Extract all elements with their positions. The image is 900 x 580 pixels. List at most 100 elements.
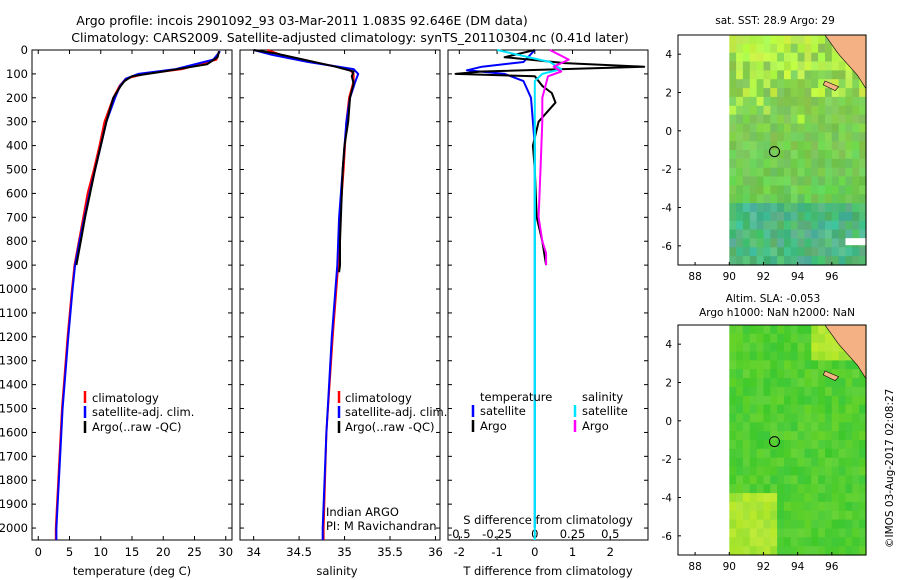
map-cell [742, 325, 751, 335]
map-cell [756, 167, 764, 178]
map-cell [756, 79, 764, 89]
map-cell [729, 493, 737, 503]
x-tick-label: -1 [491, 545, 502, 559]
map-cell [763, 528, 771, 538]
map-cell [790, 52, 799, 63]
map-cell [804, 203, 812, 213]
map-cell [845, 96, 853, 107]
map-cell [831, 342, 840, 353]
map-cell [818, 79, 826, 89]
map-cell [831, 256, 840, 266]
map-cell [797, 360, 805, 370]
map-cell [838, 220, 847, 231]
map-cell [790, 422, 799, 432]
map-cell [784, 150, 792, 160]
map-cell [756, 342, 764, 353]
map-cell [852, 537, 860, 547]
map-cell [729, 404, 737, 414]
map-cell [784, 114, 792, 124]
difference-panel-frame [447, 49, 649, 541]
map-cell [818, 493, 826, 503]
map-cell [859, 457, 867, 468]
series-line-t-argo [454, 49, 646, 266]
map-cell [811, 220, 819, 231]
map-cell [825, 43, 833, 54]
map-cell [770, 448, 778, 459]
map-cell [777, 70, 785, 80]
map-cell [811, 351, 819, 361]
map-cell [729, 378, 737, 388]
map-cell [742, 114, 751, 124]
map-cell [859, 546, 867, 556]
legend-satellite: satellite-adj. clim. [345, 405, 447, 419]
map-cell [811, 386, 819, 397]
map-cell [859, 123, 867, 133]
map-cell [784, 501, 792, 512]
map-cell [804, 484, 812, 494]
map-cell [852, 475, 860, 485]
legend-argo: Argo(..raw -QC) [92, 420, 182, 434]
map-cell [797, 176, 805, 186]
map-cell [825, 211, 833, 222]
map-cell [831, 413, 840, 423]
map-cell [770, 211, 778, 222]
map-cell [749, 528, 758, 538]
map-cell [736, 493, 744, 503]
map-cell [729, 369, 737, 379]
map-cell [749, 229, 758, 239]
map-cell [770, 537, 778, 547]
map-cell [742, 61, 751, 71]
map-cell [859, 413, 867, 423]
map-cell [777, 88, 785, 98]
map-cell [763, 466, 771, 476]
map-cell [729, 158, 737, 169]
map-cell [756, 493, 764, 503]
map-cell [777, 150, 785, 160]
map-cell [729, 35, 737, 45]
map-cell [742, 238, 751, 248]
map-cell [790, 493, 799, 503]
map-cell [756, 457, 764, 468]
depth-tick-label: 1200 [0, 330, 28, 344]
map-cell [825, 351, 833, 361]
map-cell [818, 256, 826, 266]
map-cell [831, 229, 840, 239]
map-cell [784, 185, 792, 195]
map-cell [804, 386, 812, 397]
map-cell [763, 158, 771, 169]
map-cell [825, 378, 833, 388]
map-y-tick-label: 0 [665, 416, 672, 428]
map-cell [784, 448, 792, 459]
series-line-satellite [253, 49, 360, 540]
map-cell [811, 378, 819, 388]
map-cell [797, 238, 805, 248]
map-cell [859, 158, 867, 169]
map-cell [797, 431, 805, 441]
map-cell [777, 546, 785, 556]
map-cell [742, 501, 751, 512]
map-cell [811, 369, 819, 379]
map-cell [749, 176, 758, 186]
map-cell [742, 431, 751, 441]
map-cell [790, 333, 799, 344]
map-cell [859, 422, 867, 432]
panel-content: 0 5 10 15 20 25 30 34 34.5 35 35.5 36 -2 -1 0 1 2 -0.5 -0.… [35, 49, 646, 559]
map-cell [797, 256, 805, 266]
map-cell [736, 247, 744, 257]
map-cell [797, 413, 805, 423]
map-cell [825, 546, 833, 556]
map-cell [811, 43, 819, 54]
map-cell [784, 510, 792, 521]
series-line-satellite [55, 50, 221, 540]
map-cell [763, 519, 771, 529]
map-cell [838, 114, 847, 124]
map-x-tick-label: 90 [723, 561, 736, 573]
map-cell [729, 448, 737, 459]
map-cell [770, 333, 778, 344]
map-cell [790, 114, 799, 124]
map-cell [804, 43, 812, 54]
map-cell [825, 475, 833, 485]
map-cell [736, 484, 744, 494]
map-cell [770, 105, 778, 116]
map-cell [770, 475, 778, 485]
